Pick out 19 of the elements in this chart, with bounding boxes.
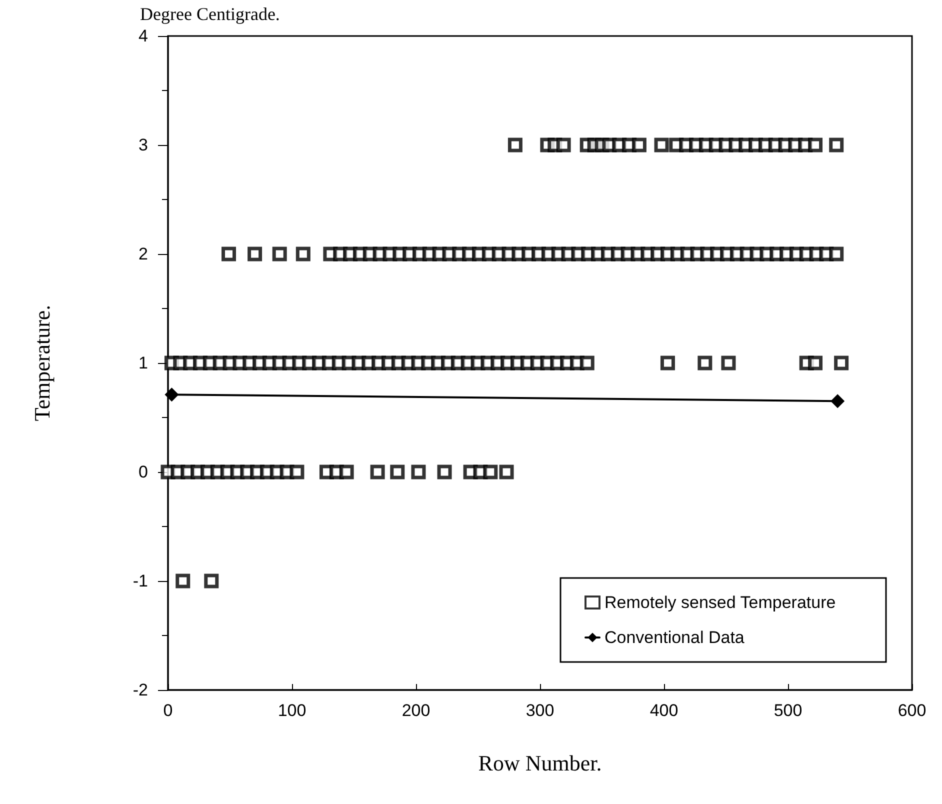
x-tick-label: 400: [650, 701, 678, 720]
y-tick-label: 4: [138, 26, 148, 46]
y-tick-label: -1: [132, 572, 148, 590]
x-axis-title: Row Number.: [478, 750, 602, 776]
x-tick-label: 500: [774, 701, 802, 720]
y-axis-title: Temperature.: [30, 304, 54, 422]
legend-label: Remotely sensed Temperature: [604, 593, 836, 612]
chart-title: Degree Centigrade.: [140, 4, 280, 24]
x-tick-label: 300: [526, 701, 554, 720]
x-tick-label: 100: [278, 701, 306, 720]
legend-label: Conventional Data: [604, 628, 745, 647]
y-tick-label: 1: [138, 354, 148, 372]
x-tick-label: 600: [898, 701, 926, 720]
y-tick-label: 0: [138, 462, 148, 482]
y-tick-label: -2: [132, 680, 148, 700]
x-tick-label: 200: [402, 701, 430, 720]
y-tick-label: 2: [138, 244, 148, 264]
y-tick-label: 3: [138, 136, 148, 154]
x-tick-label: 0: [163, 701, 173, 720]
